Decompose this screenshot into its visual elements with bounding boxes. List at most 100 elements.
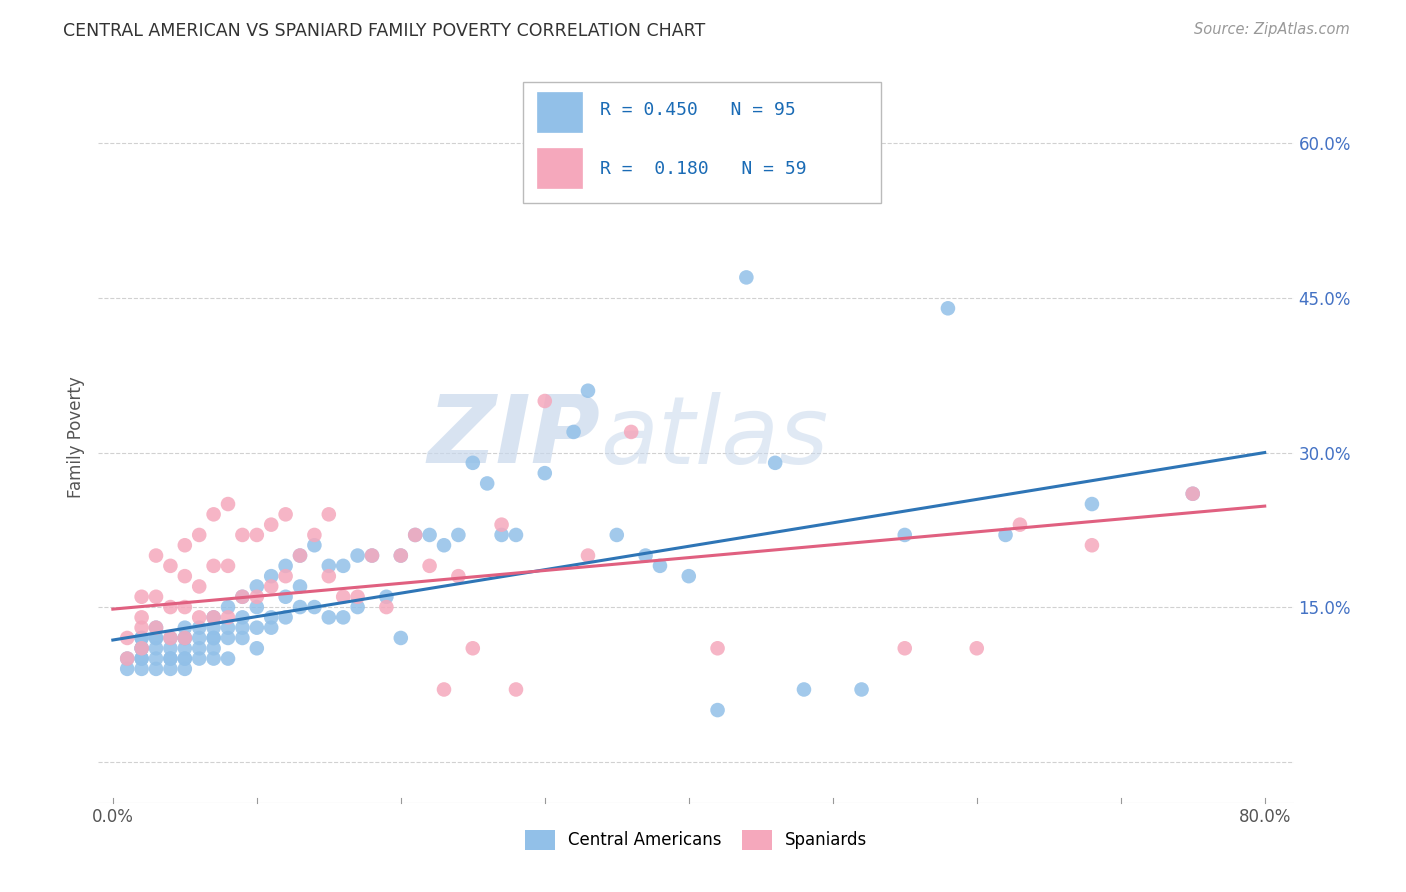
Point: [246, 579, 269, 593]
Point: [131, 631, 153, 645]
Point: [461, 641, 484, 656]
Point: [533, 466, 555, 480]
Point: [131, 651, 153, 665]
Point: [288, 600, 311, 615]
Point: [173, 662, 195, 676]
Point: [246, 641, 269, 656]
Point: [145, 590, 167, 604]
Text: R =  0.180   N = 59: R = 0.180 N = 59: [600, 160, 807, 178]
Point: [419, 528, 441, 542]
Point: [202, 631, 225, 645]
Point: [217, 621, 239, 635]
Point: [131, 631, 153, 645]
Point: [131, 641, 153, 656]
Point: [173, 651, 195, 665]
Legend: Central Americans, Spaniards: Central Americans, Spaniards: [517, 823, 875, 856]
Point: [131, 621, 153, 635]
Point: [231, 610, 253, 624]
Point: [202, 508, 225, 522]
Point: [217, 631, 239, 645]
Point: [375, 600, 398, 615]
Point: [1081, 497, 1104, 511]
Point: [304, 538, 326, 552]
Point: [893, 641, 915, 656]
Point: [260, 579, 283, 593]
Point: [461, 456, 484, 470]
Point: [620, 425, 643, 439]
Text: CENTRAL AMERICAN VS SPANIARD FAMILY POVERTY CORRELATION CHART: CENTRAL AMERICAN VS SPANIARD FAMILY POVE…: [63, 22, 706, 40]
Point: [231, 621, 253, 635]
Point: [159, 631, 181, 645]
Point: [419, 558, 441, 573]
Point: [346, 590, 368, 604]
Point: [706, 703, 728, 717]
Point: [202, 621, 225, 635]
Point: [763, 456, 786, 470]
Point: [246, 590, 269, 604]
Point: [678, 569, 700, 583]
Point: [318, 558, 340, 573]
Point: [288, 579, 311, 593]
Point: [1181, 487, 1204, 501]
Point: [115, 651, 138, 665]
Point: [562, 425, 585, 439]
Point: [173, 621, 195, 635]
Point: [145, 662, 167, 676]
Point: [188, 631, 211, 645]
Point: [131, 651, 153, 665]
Point: [131, 610, 153, 624]
Point: [202, 610, 225, 624]
Point: [288, 549, 311, 563]
Point: [217, 497, 239, 511]
Point: [115, 651, 138, 665]
Point: [173, 569, 195, 583]
Point: [576, 384, 599, 398]
Point: [145, 549, 167, 563]
Point: [491, 528, 513, 542]
Point: [217, 610, 239, 624]
Point: [361, 549, 384, 563]
Point: [274, 508, 297, 522]
Point: [188, 610, 211, 624]
Point: [231, 631, 253, 645]
Point: [145, 621, 167, 635]
Point: [404, 528, 426, 542]
Point: [274, 558, 297, 573]
Point: [433, 682, 456, 697]
Point: [1081, 538, 1104, 552]
Point: [505, 682, 527, 697]
Point: [346, 549, 368, 563]
FancyBboxPatch shape: [523, 82, 882, 203]
Point: [202, 610, 225, 624]
Point: [188, 621, 211, 635]
Point: [606, 528, 628, 542]
Point: [202, 641, 225, 656]
Point: [851, 682, 873, 697]
Point: [115, 631, 138, 645]
Point: [332, 610, 354, 624]
Point: [304, 528, 326, 542]
Y-axis label: Family Poverty: Family Poverty: [67, 376, 86, 498]
Point: [131, 641, 153, 656]
Point: [173, 631, 195, 645]
Point: [966, 641, 988, 656]
Point: [274, 610, 297, 624]
Point: [173, 538, 195, 552]
Point: [202, 631, 225, 645]
Point: [893, 528, 915, 542]
Point: [173, 651, 195, 665]
FancyBboxPatch shape: [537, 148, 582, 188]
Point: [361, 549, 384, 563]
Point: [173, 641, 195, 656]
Point: [389, 549, 412, 563]
Point: [188, 528, 211, 542]
Point: [145, 631, 167, 645]
Point: [159, 600, 181, 615]
Point: [332, 590, 354, 604]
Point: [735, 270, 758, 285]
Point: [231, 590, 253, 604]
Point: [477, 476, 499, 491]
Point: [246, 621, 269, 635]
Point: [936, 301, 959, 316]
Point: [1008, 517, 1031, 532]
